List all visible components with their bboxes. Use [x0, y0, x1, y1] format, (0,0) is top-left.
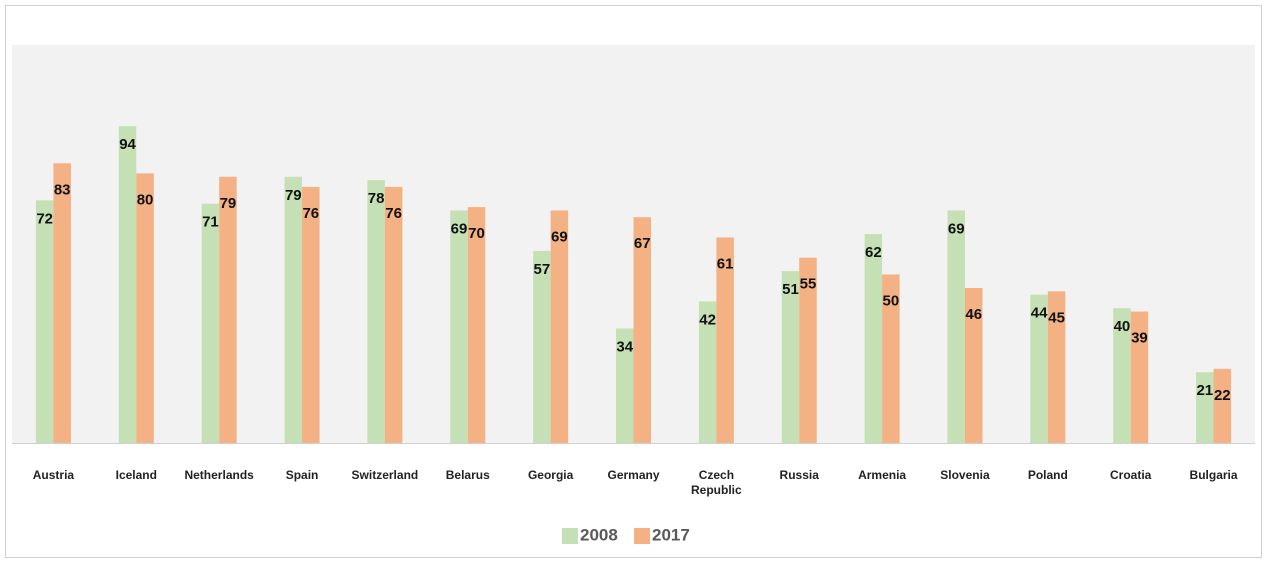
- bar: [118, 126, 137, 443]
- value-label: 76: [302, 205, 319, 222]
- legend-label: 2017: [652, 525, 690, 544]
- x-tick-label: Austria: [32, 468, 75, 482]
- legend-label: 2008: [580, 525, 618, 544]
- bar: [616, 328, 634, 443]
- x-tick-label: Germany: [607, 468, 660, 482]
- value-label: 70: [468, 225, 485, 242]
- bar: [799, 257, 817, 443]
- value-label: 79: [285, 187, 302, 204]
- value-label: 51: [782, 281, 799, 298]
- x-tick-label: Belarus: [445, 468, 490, 482]
- x-tick-label: Iceland: [115, 468, 157, 482]
- bar: [35, 200, 54, 443]
- value-label: 83: [54, 181, 71, 198]
- x-tick-label: Netherlands: [184, 468, 254, 482]
- x-tick-label: Switzerland: [351, 468, 419, 482]
- x-tick-label: Poland: [1027, 468, 1068, 482]
- bar: [882, 274, 900, 443]
- value-label: 44: [1031, 305, 1048, 322]
- bar: [1030, 294, 1048, 443]
- bar: [716, 237, 734, 443]
- bar: [219, 176, 237, 443]
- bar: [864, 234, 883, 443]
- bar: [1196, 372, 1214, 443]
- bar: [450, 210, 468, 443]
- bar: [1113, 308, 1131, 443]
- bar: [53, 163, 71, 444]
- value-label: 34: [616, 338, 633, 355]
- bar: [633, 217, 651, 443]
- bar: [367, 180, 385, 443]
- value-label: 42: [699, 311, 716, 328]
- bar: [1213, 368, 1232, 443]
- bar: [384, 186, 403, 443]
- value-label: 61: [717, 255, 734, 272]
- bar: [136, 173, 154, 443]
- value-label: 46: [965, 306, 982, 323]
- bar: [550, 210, 569, 443]
- x-tick-label: Georgia: [527, 468, 574, 482]
- x-tick-label: Croatia: [1110, 468, 1152, 482]
- value-label: 39: [1131, 330, 1148, 347]
- bar: [1130, 311, 1149, 443]
- bar: [284, 176, 303, 443]
- bar: [467, 207, 486, 443]
- bar: [698, 301, 717, 443]
- value-label: 69: [551, 228, 568, 245]
- bar: [533, 250, 551, 443]
- x-tick-label: Armenia: [858, 468, 907, 482]
- value-label: 79: [220, 195, 237, 212]
- value-label: 69: [451, 220, 468, 237]
- x-tick-label: Spain: [285, 468, 319, 482]
- value-label: 72: [36, 210, 53, 227]
- bar: [201, 203, 220, 443]
- value-label: 71: [202, 214, 219, 231]
- value-label: 22: [1214, 387, 1231, 404]
- value-label: 21: [1196, 382, 1213, 399]
- value-label: 78: [368, 190, 385, 207]
- bar: [302, 186, 320, 443]
- x-tick-label: Bulgaria: [1189, 468, 1238, 482]
- legend-swatch: [634, 528, 650, 544]
- bar: [964, 287, 983, 443]
- value-label: 45: [1048, 309, 1065, 326]
- value-label: 76: [385, 205, 402, 222]
- value-label: 62: [865, 244, 882, 261]
- bar: [947, 210, 965, 443]
- x-tick-label: Slovenia: [940, 468, 990, 482]
- legend-swatch: [562, 528, 578, 544]
- bar: [781, 271, 800, 443]
- value-label: 50: [883, 293, 900, 310]
- value-label: 57: [534, 261, 551, 278]
- value-label: 69: [948, 220, 965, 237]
- value-label: 55: [800, 276, 817, 293]
- value-label: 94: [119, 136, 136, 153]
- value-label: 40: [1114, 318, 1131, 335]
- x-tick-label: Russia: [779, 468, 819, 482]
- value-label: 80: [137, 191, 154, 208]
- bar: [1047, 291, 1066, 443]
- x-tick-label: Czech Republic: [691, 468, 742, 497]
- value-label: 67: [634, 235, 651, 252]
